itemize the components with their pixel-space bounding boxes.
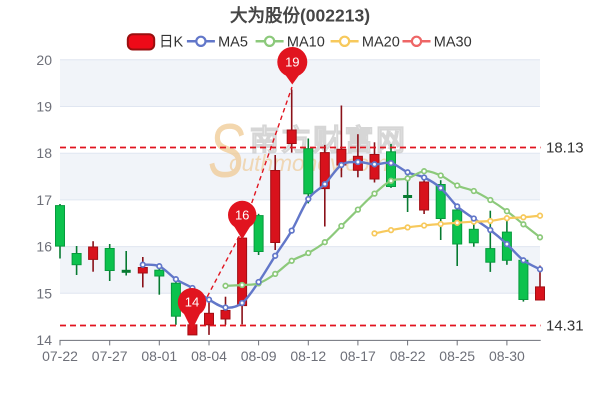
svg-text:16: 16 <box>235 208 249 223</box>
svg-text:MA10: MA10 <box>287 34 325 50</box>
svg-text:14.31: 14.31 <box>546 318 584 335</box>
svg-text:MA20: MA20 <box>362 34 400 50</box>
svg-text:15: 15 <box>36 285 52 301</box>
svg-text:18.13: 18.13 <box>546 140 584 157</box>
svg-text:日K: 日K <box>159 34 183 50</box>
svg-text:14: 14 <box>36 332 52 348</box>
svg-text:08-01: 08-01 <box>141 348 177 364</box>
svg-text:20: 20 <box>36 52 52 68</box>
svg-text:08-17: 08-17 <box>340 348 376 364</box>
svg-text:19: 19 <box>285 55 299 70</box>
svg-text:17: 17 <box>36 192 52 208</box>
svg-text:08-04: 08-04 <box>191 348 227 364</box>
svg-text:16: 16 <box>36 239 52 255</box>
svg-text:14: 14 <box>185 295 199 310</box>
svg-text:08-25: 08-25 <box>439 348 475 364</box>
svg-text:MA30: MA30 <box>434 34 472 50</box>
svg-text:18: 18 <box>36 145 52 161</box>
svg-text:S: S <box>208 109 245 194</box>
svg-text:07-22: 07-22 <box>42 348 78 364</box>
svg-text:大为股份(002213): 大为股份(002213) <box>230 6 370 26</box>
svg-text:MA5: MA5 <box>218 34 248 50</box>
svg-text:08-09: 08-09 <box>241 348 277 364</box>
svg-text:08-30: 08-30 <box>489 348 525 364</box>
svg-text:08-12: 08-12 <box>290 348 326 364</box>
svg-text:19: 19 <box>36 99 52 115</box>
svg-text:南方财富网: 南方财富网 <box>250 123 408 157</box>
svg-text:08-22: 08-22 <box>390 348 426 364</box>
svg-text:07-27: 07-27 <box>92 348 128 364</box>
